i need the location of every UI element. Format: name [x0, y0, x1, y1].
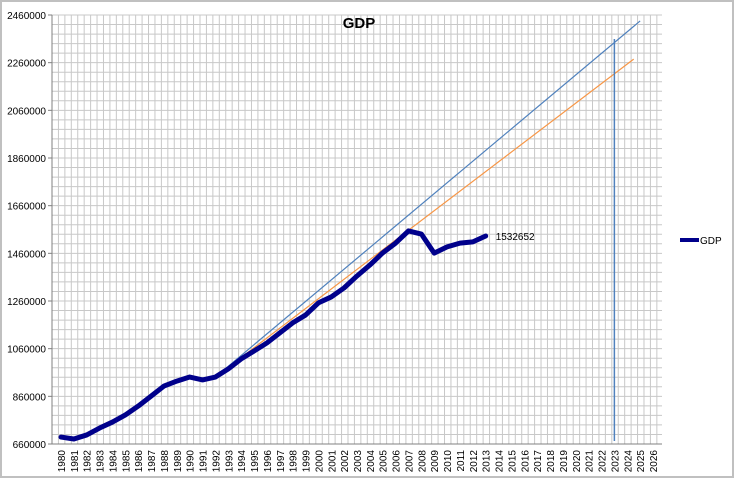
x-tick-label: 1988 — [160, 450, 171, 473]
y-tick-label: 2260000 — [7, 59, 46, 70]
y-tick-label: 2060000 — [7, 106, 46, 117]
x-tick-label: 2005 — [379, 450, 390, 473]
x-tick-label: 1981 — [70, 450, 81, 473]
x-tick-label: 1983 — [96, 450, 107, 473]
x-tick-label: 2013 — [482, 450, 493, 473]
x-axis-labels: 1980 1981 1982 1983 1984 1985 1986 1987 1988 1989… — [57, 450, 660, 473]
x-tick-label: 1991 — [199, 450, 210, 473]
x-tick-label: 2021 — [585, 450, 596, 473]
x-tick-label: 2011 — [456, 450, 467, 472]
x-tick-label: 2014 — [495, 450, 506, 473]
x-tick-label: 2015 — [507, 450, 518, 473]
x-tick-label: 2007 — [404, 450, 415, 473]
x-tick-label: 1990 — [186, 450, 197, 473]
trend-line — [215, 20, 641, 378]
x-tick-label: 2025 — [636, 450, 647, 473]
x-tick-label: 1996 — [263, 450, 274, 473]
legend-label-gdp: GDP — [700, 236, 722, 247]
x-tick-label: 2018 — [546, 450, 557, 473]
y-axis-labels: 660000 860000 1060000 1260000 1460000 1660000… — [7, 11, 46, 451]
x-tick-label: 1989 — [173, 450, 184, 473]
x-tick-label: 2010 — [443, 450, 454, 473]
y-tick-label: 1260000 — [7, 297, 46, 308]
x-tick-label: 2024 — [623, 450, 634, 473]
x-tick-label: 2022 — [598, 450, 609, 473]
x-tick-label: 1984 — [108, 450, 119, 473]
x-tick-label: 1986 — [134, 450, 145, 473]
y-tick-label: 660000 — [13, 440, 47, 451]
y-tick-label: 1460000 — [7, 249, 46, 260]
x-tick-label: 2020 — [572, 450, 583, 473]
x-tick-label: 1994 — [237, 450, 248, 473]
x-tick-label: 1998 — [289, 450, 300, 473]
x-tick-label: 2023 — [610, 450, 621, 473]
trend-line — [215, 58, 635, 378]
x-tick-label: 2012 — [469, 450, 480, 473]
series-lines — [58, 20, 641, 442]
y-tick-label: 1660000 — [7, 202, 46, 213]
x-tick-label: 1993 — [224, 450, 235, 473]
x-tick-label: 1982 — [83, 450, 94, 473]
x-tick-label: 2017 — [533, 450, 544, 473]
x-tick-label: 1992 — [211, 450, 222, 473]
x-tick-label: 2026 — [649, 450, 660, 473]
x-tick-label: 2016 — [520, 450, 531, 473]
x-tick-label: 2004 — [366, 450, 377, 473]
chart-title: GDP — [343, 15, 376, 32]
gdp-series-line — [58, 228, 489, 442]
x-tick-label: 2008 — [417, 450, 428, 473]
x-tick-label: 2003 — [353, 450, 364, 473]
gridlines — [51, 14, 662, 445]
x-tick-label: 1985 — [121, 450, 132, 473]
axes — [48, 14, 662, 445]
y-tick-label: 2460000 — [7, 11, 46, 22]
x-tick-label: 2019 — [559, 450, 570, 473]
x-tick-label: 2006 — [392, 450, 403, 473]
x-tick-label: 1995 — [250, 450, 261, 473]
y-tick-label: 1860000 — [7, 154, 46, 165]
y-tick-label: 1060000 — [7, 345, 46, 356]
legend: GDP — [680, 236, 722, 247]
x-tick-label: 2000 — [314, 450, 325, 473]
x-tick-label: 1997 — [276, 450, 287, 473]
x-tick-label: 2002 — [340, 450, 351, 473]
y-tick-label: 860000 — [13, 392, 47, 403]
x-tick-label: 2001 — [327, 450, 338, 473]
x-tick-label: 1999 — [302, 450, 313, 473]
data-label-last-value: 1532652 — [496, 232, 535, 243]
x-tick-label: 2009 — [430, 450, 441, 473]
x-tick-label: 1980 — [57, 450, 68, 473]
x-tick-label: 1987 — [147, 450, 158, 473]
